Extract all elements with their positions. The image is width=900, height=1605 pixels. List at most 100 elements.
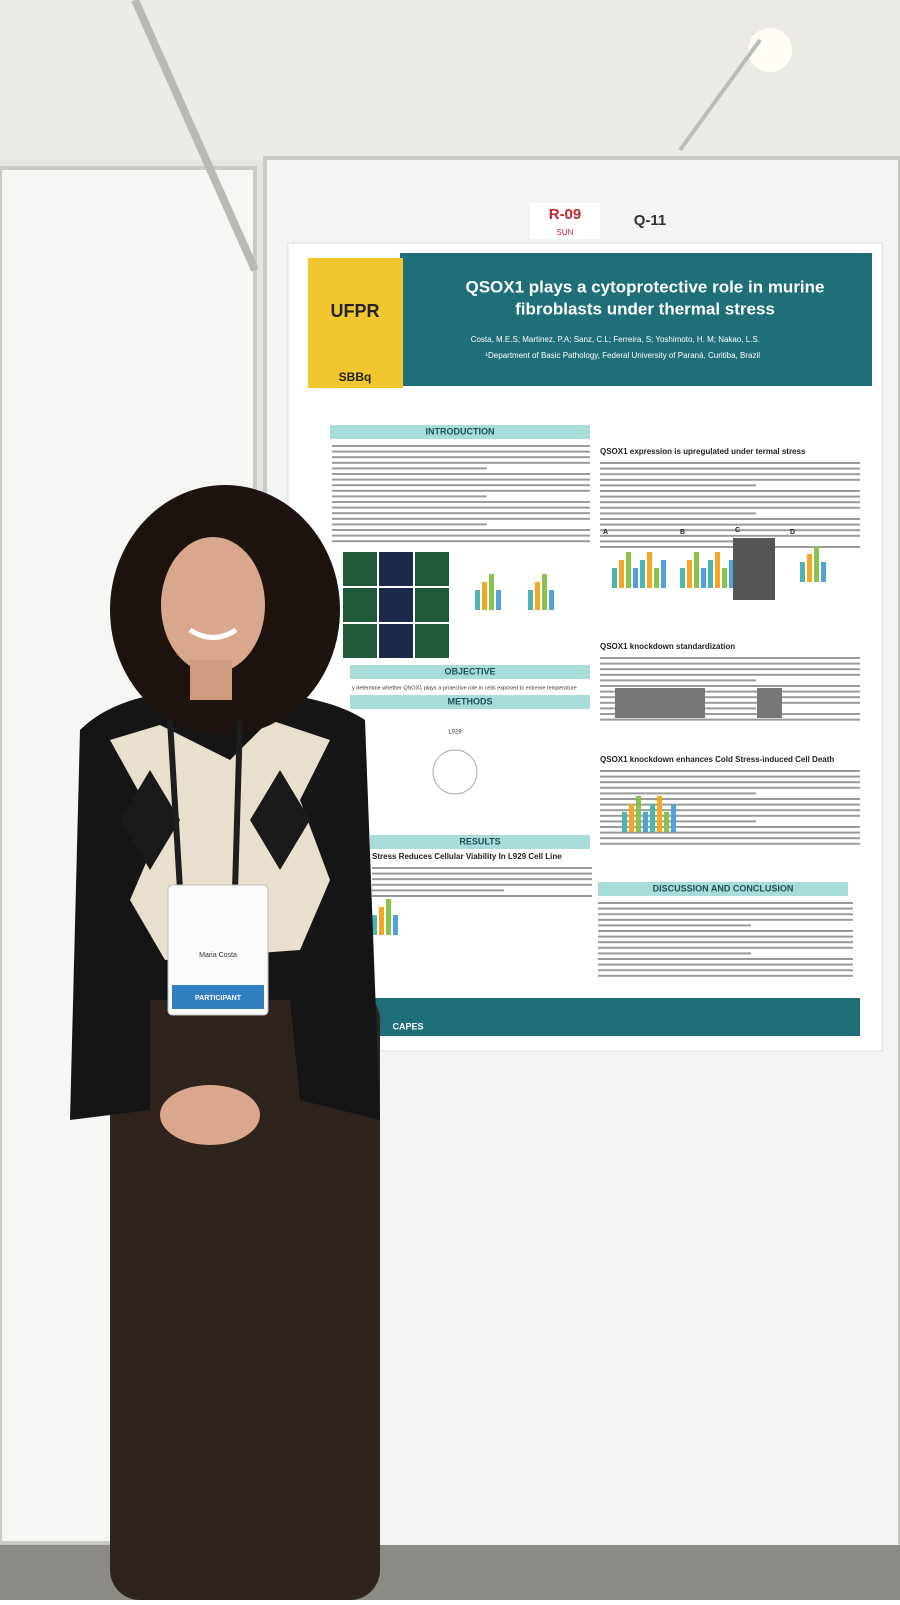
figure-bar <box>671 804 676 832</box>
micrograph <box>379 588 413 622</box>
text-line <box>598 974 853 977</box>
poster-footer <box>355 998 860 1036</box>
figure-bar <box>619 560 624 588</box>
panel-letter: C <box>735 527 740 534</box>
text-line <box>332 484 590 487</box>
figure-bar <box>379 907 384 935</box>
figure-bar <box>496 590 501 610</box>
section-bar <box>350 695 590 709</box>
text-line <box>600 775 860 778</box>
figure-bar <box>482 582 487 610</box>
text-line <box>600 484 756 487</box>
text-line <box>598 952 751 955</box>
text-line <box>332 534 590 537</box>
text-line <box>332 461 590 464</box>
text-line <box>598 963 853 966</box>
figure-bar <box>528 590 533 610</box>
frame-pole <box>131 0 259 272</box>
panel-letter: D <box>790 529 795 536</box>
text-line <box>372 872 592 875</box>
micrograph <box>379 552 413 586</box>
text-line <box>598 935 853 938</box>
text-line <box>600 679 756 682</box>
affiliation: ¹Department of Basic Pathology, Federal … <box>485 351 760 360</box>
trousers <box>110 990 380 1600</box>
text-line <box>598 958 853 960</box>
text-line <box>600 803 860 806</box>
text-line <box>600 770 860 772</box>
figure-bar <box>687 560 692 588</box>
text-line <box>598 902 853 904</box>
poster-header <box>400 253 872 386</box>
text-line <box>332 450 590 453</box>
section-title: RESULTS <box>459 836 500 846</box>
text-line <box>600 540 756 543</box>
text-line <box>600 842 860 845</box>
figure-bar <box>715 552 720 588</box>
text-line <box>600 501 860 504</box>
board-label-box <box>530 203 600 239</box>
subsection-title: QSOX1 knockdown standardization <box>600 642 735 651</box>
section-title: DISCUSSION AND CONCLUSION <box>653 883 794 893</box>
section-bar <box>350 665 590 679</box>
micrograph <box>415 588 449 622</box>
figure-bar <box>661 560 666 588</box>
text-line <box>600 809 860 812</box>
methods-label: L929 <box>448 730 462 736</box>
figure-bar <box>821 562 826 582</box>
figure-bar <box>800 562 805 582</box>
figure-bar <box>612 568 617 588</box>
text-line <box>372 867 592 869</box>
poster-body: INTRODUCTION OBJECTIVE METHODS RESULTS DISCU… <box>330 425 860 977</box>
figure-bar <box>701 568 706 588</box>
text-line <box>600 673 860 676</box>
text-line <box>332 506 590 509</box>
text-line <box>600 792 756 795</box>
text-line <box>372 889 504 892</box>
figure-bar <box>650 804 655 832</box>
text-line <box>332 489 590 492</box>
text-line <box>600 690 860 693</box>
figure-bar <box>626 552 631 588</box>
panel-letter: A <box>603 529 608 536</box>
text-line <box>332 467 487 470</box>
panel-letter: B <box>680 529 685 536</box>
text-line <box>600 820 756 823</box>
text-line <box>332 445 590 447</box>
text-line <box>598 924 751 927</box>
figure-bar <box>640 560 645 588</box>
text-line <box>600 831 860 834</box>
figure-bar <box>542 574 547 610</box>
text-line <box>600 662 860 665</box>
methods-diagram <box>432 749 478 795</box>
figure-bar <box>535 582 540 610</box>
logo-block <box>308 258 403 388</box>
text-line <box>600 798 860 800</box>
lamp <box>748 28 792 72</box>
logo: UFPR <box>331 301 380 321</box>
ceiling-area <box>0 0 900 160</box>
text-line <box>600 781 860 784</box>
text-line <box>600 657 860 659</box>
text-line <box>600 467 860 470</box>
text-line <box>332 495 487 498</box>
text-line <box>332 540 590 543</box>
text-line <box>600 718 860 721</box>
micrograph <box>343 624 377 658</box>
text-line <box>598 941 853 944</box>
logo: SBBq <box>339 370 372 384</box>
section-title: OBJECTIVE <box>444 666 495 676</box>
board-label: R-09 <box>549 206 582 223</box>
figure-bar <box>657 796 662 832</box>
section-bar <box>330 425 590 439</box>
text-line <box>600 826 860 828</box>
badge-band <box>172 985 264 1009</box>
figure-bar <box>708 560 713 588</box>
subsection-title: QSOX1 knockdown enhances Cold Stress-ind… <box>600 755 834 764</box>
person <box>70 485 380 1600</box>
text-line <box>372 883 592 886</box>
board-label: Q-11 <box>634 212 667 229</box>
section-bar <box>598 882 848 896</box>
figure-bar <box>636 796 641 832</box>
